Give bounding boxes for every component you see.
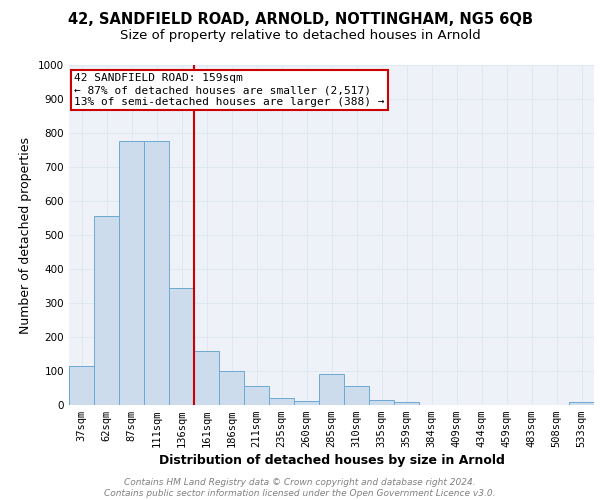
Bar: [169, 288, 194, 405]
Bar: [569, 402, 594, 405]
Bar: [394, 402, 419, 405]
Bar: [144, 142, 169, 405]
Text: 42, SANDFIELD ROAD, ARNOLD, NOTTINGHAM, NG5 6QB: 42, SANDFIELD ROAD, ARNOLD, NOTTINGHAM, …: [67, 12, 533, 28]
Bar: [319, 374, 344, 405]
Text: Size of property relative to detached houses in Arnold: Size of property relative to detached ho…: [119, 29, 481, 42]
Bar: [194, 350, 219, 405]
Y-axis label: Number of detached properties: Number of detached properties: [19, 136, 32, 334]
Bar: [69, 366, 94, 405]
Bar: [369, 400, 394, 405]
X-axis label: Distribution of detached houses by size in Arnold: Distribution of detached houses by size …: [158, 454, 505, 468]
Bar: [269, 398, 294, 405]
Bar: [344, 386, 369, 405]
Bar: [119, 142, 144, 405]
Bar: [219, 371, 244, 405]
Bar: [94, 216, 119, 405]
Text: Contains HM Land Registry data © Crown copyright and database right 2024.
Contai: Contains HM Land Registry data © Crown c…: [104, 478, 496, 498]
Text: 42 SANDFIELD ROAD: 159sqm
← 87% of detached houses are smaller (2,517)
13% of se: 42 SANDFIELD ROAD: 159sqm ← 87% of detac…: [74, 74, 385, 106]
Bar: [244, 386, 269, 405]
Bar: [294, 401, 319, 405]
